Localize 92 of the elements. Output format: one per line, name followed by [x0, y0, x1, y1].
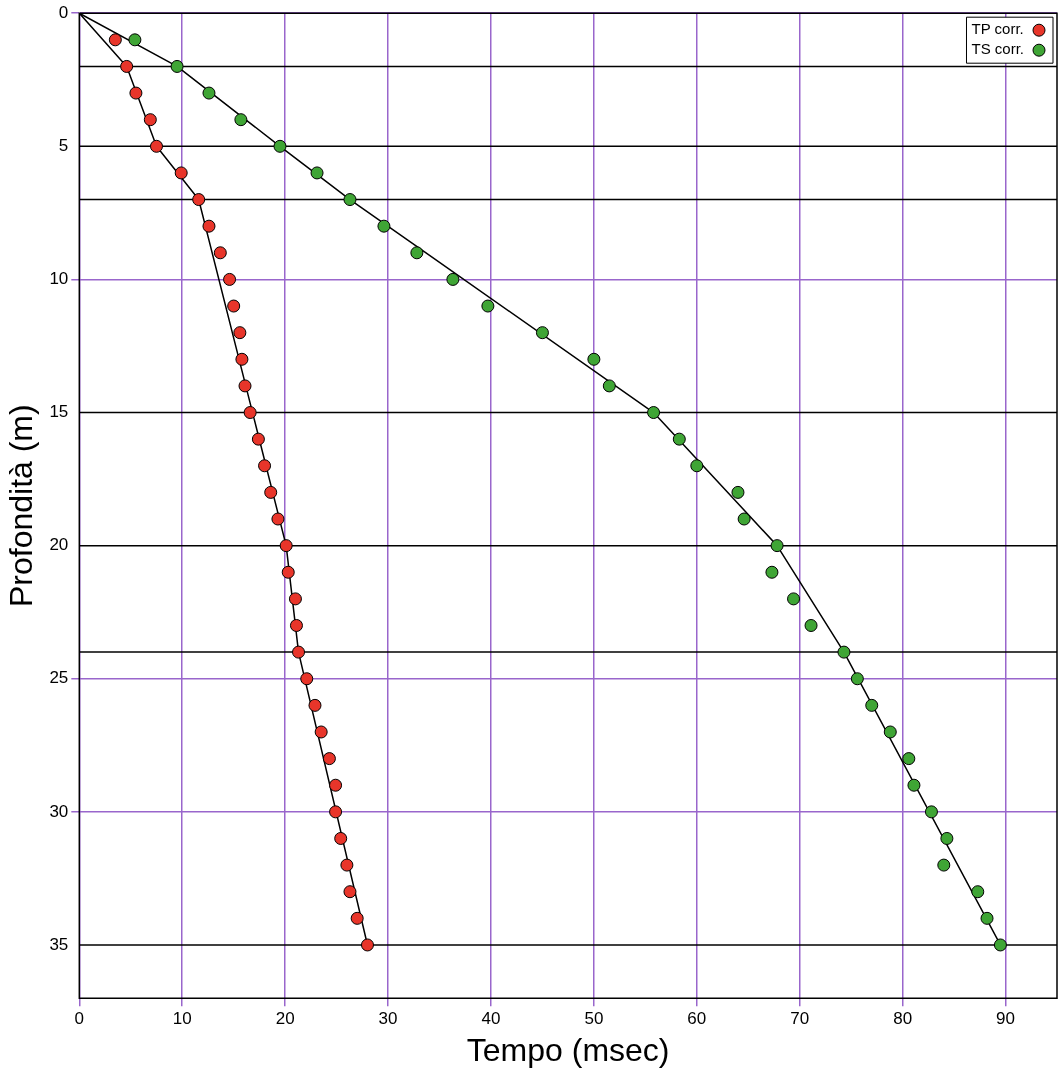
point — [647, 406, 661, 420]
point — [902, 752, 916, 766]
point — [258, 459, 272, 473]
x-tick-label: 50 — [584, 1009, 604, 1029]
point — [690, 459, 704, 473]
x-tick-label: 20 — [275, 1009, 295, 1029]
point — [924, 805, 938, 819]
point — [108, 33, 122, 47]
y-tick-label: 20 — [49, 535, 69, 555]
point — [289, 619, 303, 632]
point — [271, 512, 285, 526]
point — [322, 752, 336, 766]
point — [227, 299, 241, 313]
y-tick-label: 0 — [58, 2, 69, 22]
point — [343, 193, 357, 207]
point — [377, 219, 391, 233]
point — [770, 539, 784, 553]
point — [940, 831, 954, 845]
y-tick-label: 10 — [49, 269, 69, 289]
point — [672, 432, 686, 446]
point — [192, 193, 206, 207]
point — [937, 858, 951, 872]
point — [202, 219, 216, 233]
point — [883, 725, 897, 739]
point — [410, 246, 424, 260]
point — [731, 485, 745, 499]
point — [129, 86, 143, 100]
x-tick-label: 70 — [790, 1009, 810, 1029]
y-tick-label: 25 — [49, 668, 69, 688]
point — [360, 938, 374, 952]
point — [213, 246, 227, 260]
point — [850, 672, 864, 686]
y-tick-label: 35 — [49, 934, 69, 954]
point — [993, 938, 1007, 952]
point — [235, 352, 249, 366]
point — [174, 166, 188, 180]
x-tick-label: 30 — [378, 1009, 398, 1029]
point — [804, 619, 818, 632]
point — [279, 539, 293, 553]
point — [837, 645, 851, 659]
point — [288, 592, 302, 606]
point — [865, 698, 879, 712]
y-axis-title: Profondità (m) — [3, 404, 40, 608]
x-tick-label: 10 — [172, 1009, 192, 1029]
y-tick-label: 30 — [49, 801, 69, 821]
point — [233, 326, 247, 340]
point — [446, 272, 460, 286]
point — [223, 272, 237, 286]
point — [120, 59, 134, 73]
point — [264, 485, 278, 499]
legend-label: TP corr. — [971, 20, 1024, 38]
point — [314, 725, 328, 739]
x-tick-label: 60 — [687, 1009, 707, 1029]
point — [602, 379, 616, 393]
point — [329, 805, 343, 819]
point — [234, 113, 248, 127]
point — [281, 565, 295, 579]
point — [273, 139, 287, 153]
point — [308, 698, 322, 712]
point — [292, 645, 306, 659]
point — [310, 166, 324, 180]
point — [243, 406, 257, 420]
point — [737, 512, 751, 526]
point — [340, 858, 354, 872]
point — [535, 326, 549, 340]
x-tick-label: 90 — [996, 1009, 1015, 1029]
point — [329, 778, 343, 792]
point — [587, 352, 601, 366]
point — [765, 565, 779, 579]
y-tick-label: 15 — [49, 402, 69, 422]
point — [787, 592, 801, 606]
point — [334, 831, 348, 845]
point — [481, 299, 495, 313]
x-tick-label: 40 — [481, 1009, 501, 1029]
point — [150, 139, 163, 153]
point — [300, 672, 314, 686]
legend-label: TS corr. — [971, 40, 1025, 58]
x-axis-title: Tempo (msec) — [466, 1031, 670, 1068]
point — [251, 432, 265, 446]
point — [128, 33, 142, 47]
point — [350, 911, 364, 925]
point — [907, 778, 921, 792]
point — [980, 911, 994, 925]
point — [343, 885, 357, 899]
point — [971, 885, 985, 899]
y-tick-label: 5 — [58, 136, 69, 155]
x-tick-label: 0 — [74, 1009, 85, 1029]
x-tick-label: 80 — [893, 1009, 913, 1029]
point — [238, 379, 252, 393]
point — [202, 86, 216, 100]
point — [143, 113, 157, 127]
point — [170, 59, 184, 73]
